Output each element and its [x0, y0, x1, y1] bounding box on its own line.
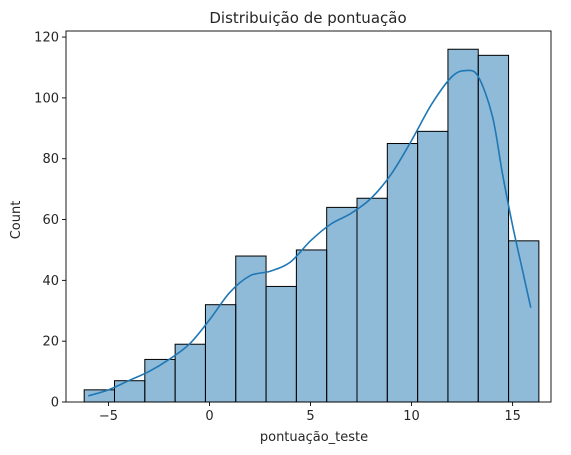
histogram-bar [447, 48, 479, 403]
chart-title: Distribuição de pontuação [209, 9, 406, 27]
x-tick-label: 15 [504, 409, 521, 424]
histogram-bar [386, 143, 419, 403]
x-tick-label: 0 [205, 409, 213, 424]
histogram-bar [326, 206, 358, 403]
histogram-bar [114, 380, 146, 403]
y-axis-ticks: 0 20 40 60 80 100 120 [34, 31, 66, 411]
histogram-bar [477, 54, 510, 403]
x-tick-label: −5 [99, 409, 118, 424]
x-axis-ticks: −5 0 5 10 15 [99, 402, 521, 424]
histogram-bar [508, 240, 540, 403]
y-tick-label: 60 [42, 213, 59, 228]
y-tick-label: 0 [51, 396, 59, 411]
y-tick-label: 80 [42, 152, 59, 167]
y-axis-label: Count [9, 201, 24, 240]
histogram-bar [356, 197, 388, 403]
histogram-bar [235, 255, 267, 403]
histogram-bar [204, 304, 237, 403]
plot-frame [65, 30, 552, 403]
y-tick-label: 120 [34, 31, 59, 46]
histogram-bars [83, 48, 540, 403]
y-tick-label: 40 [42, 274, 59, 289]
y-tick-label: 100 [34, 91, 59, 106]
x-tick-label: 10 [403, 409, 420, 424]
histogram-bar [417, 130, 449, 403]
histogram-bar [265, 285, 297, 403]
histogram-bar [295, 249, 328, 403]
y-tick-label: 20 [42, 335, 59, 350]
x-axis-label: pontuação_teste [260, 430, 368, 445]
histogram-bar [144, 358, 176, 403]
kde-curve [87, 69, 532, 397]
x-tick-label: 5 [306, 409, 314, 424]
